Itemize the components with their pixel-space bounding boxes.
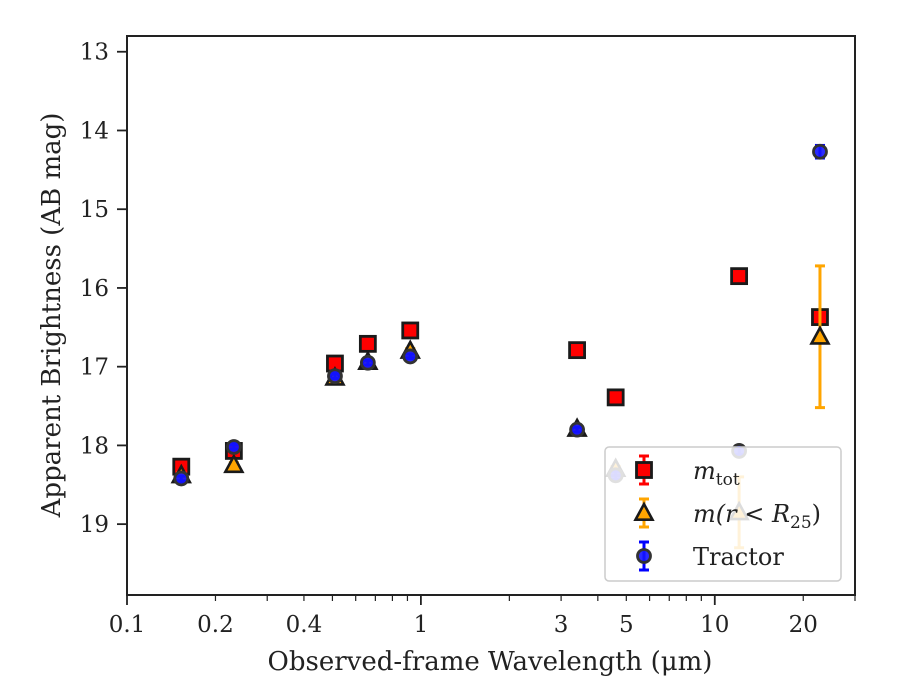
x-tick-label: 1 (414, 612, 429, 638)
x-tick-label: 0.2 (197, 612, 234, 638)
y-tick-label: 16 (80, 276, 109, 302)
legend-label: mtot (693, 457, 740, 490)
x-axis-label: Observed-frame Wavelength (μm) (268, 647, 713, 677)
tractor-point (402, 348, 419, 365)
y-tick-label: 18 (80, 433, 109, 459)
legend-label-subscript: tot (716, 470, 740, 490)
mtot-point (730, 267, 749, 286)
mtot-point (401, 321, 420, 340)
legend-label-main: Tractor (693, 543, 784, 571)
y-tick-label: 13 (80, 40, 109, 66)
legend-label-tail: ) (812, 500, 821, 528)
mr25-point (809, 325, 831, 345)
legend-marker (635, 461, 653, 479)
legend-marker (636, 548, 652, 564)
legend-label-main: m (693, 457, 716, 485)
x-tick-label: 20 (789, 612, 818, 638)
tractor-point (173, 470, 190, 487)
plot-frame (126, 35, 856, 596)
y-tick-label: 15 (80, 197, 109, 223)
series-mtot (172, 267, 829, 476)
mr25-point (223, 453, 245, 474)
legend-label: m(r < R25) (693, 500, 821, 533)
x-tick-label: 10 (700, 612, 729, 638)
legend-marker (633, 501, 655, 521)
legend-label-subscript: 25 (790, 513, 812, 533)
legend-label-main: m(r < R (693, 500, 790, 528)
legend: mtot m(r < R25) Tractor (604, 446, 842, 582)
mtot-point (358, 334, 377, 353)
tractor-point (359, 354, 376, 371)
legend-box (604, 446, 842, 582)
x-tick-label: 0.4 (286, 612, 323, 638)
mtot-point (568, 341, 586, 360)
x-tick-label: 3 (554, 612, 569, 638)
y-axis-label: Apparent Brightness (AB mag) (37, 113, 67, 519)
x-tick-label: 5 (619, 612, 634, 638)
tractor-point (225, 439, 242, 455)
x-axis: 0.1 0.2 0.4 1 3 5 10 20 (109, 595, 856, 638)
tractor-point (569, 421, 585, 438)
mtot-point (606, 388, 625, 407)
tractor-point (812, 143, 828, 160)
series-tractor (173, 143, 828, 487)
y-axis: 13 14 15 16 17 18 19 (80, 40, 127, 538)
x-tick-label: 0.1 (109, 612, 146, 638)
y-tick-label: 14 (80, 118, 109, 144)
y-tick-label: 17 (80, 355, 109, 381)
tractor-point (327, 368, 343, 385)
legend-label: Tractor (693, 543, 784, 571)
y-tick-label: 19 (80, 512, 109, 538)
